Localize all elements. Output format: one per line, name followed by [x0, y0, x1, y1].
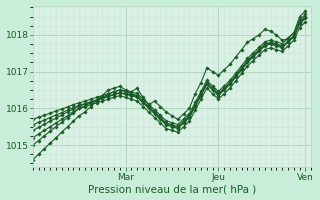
X-axis label: Pression niveau de la mer( hPa ): Pression niveau de la mer( hPa ) — [88, 184, 256, 194]
